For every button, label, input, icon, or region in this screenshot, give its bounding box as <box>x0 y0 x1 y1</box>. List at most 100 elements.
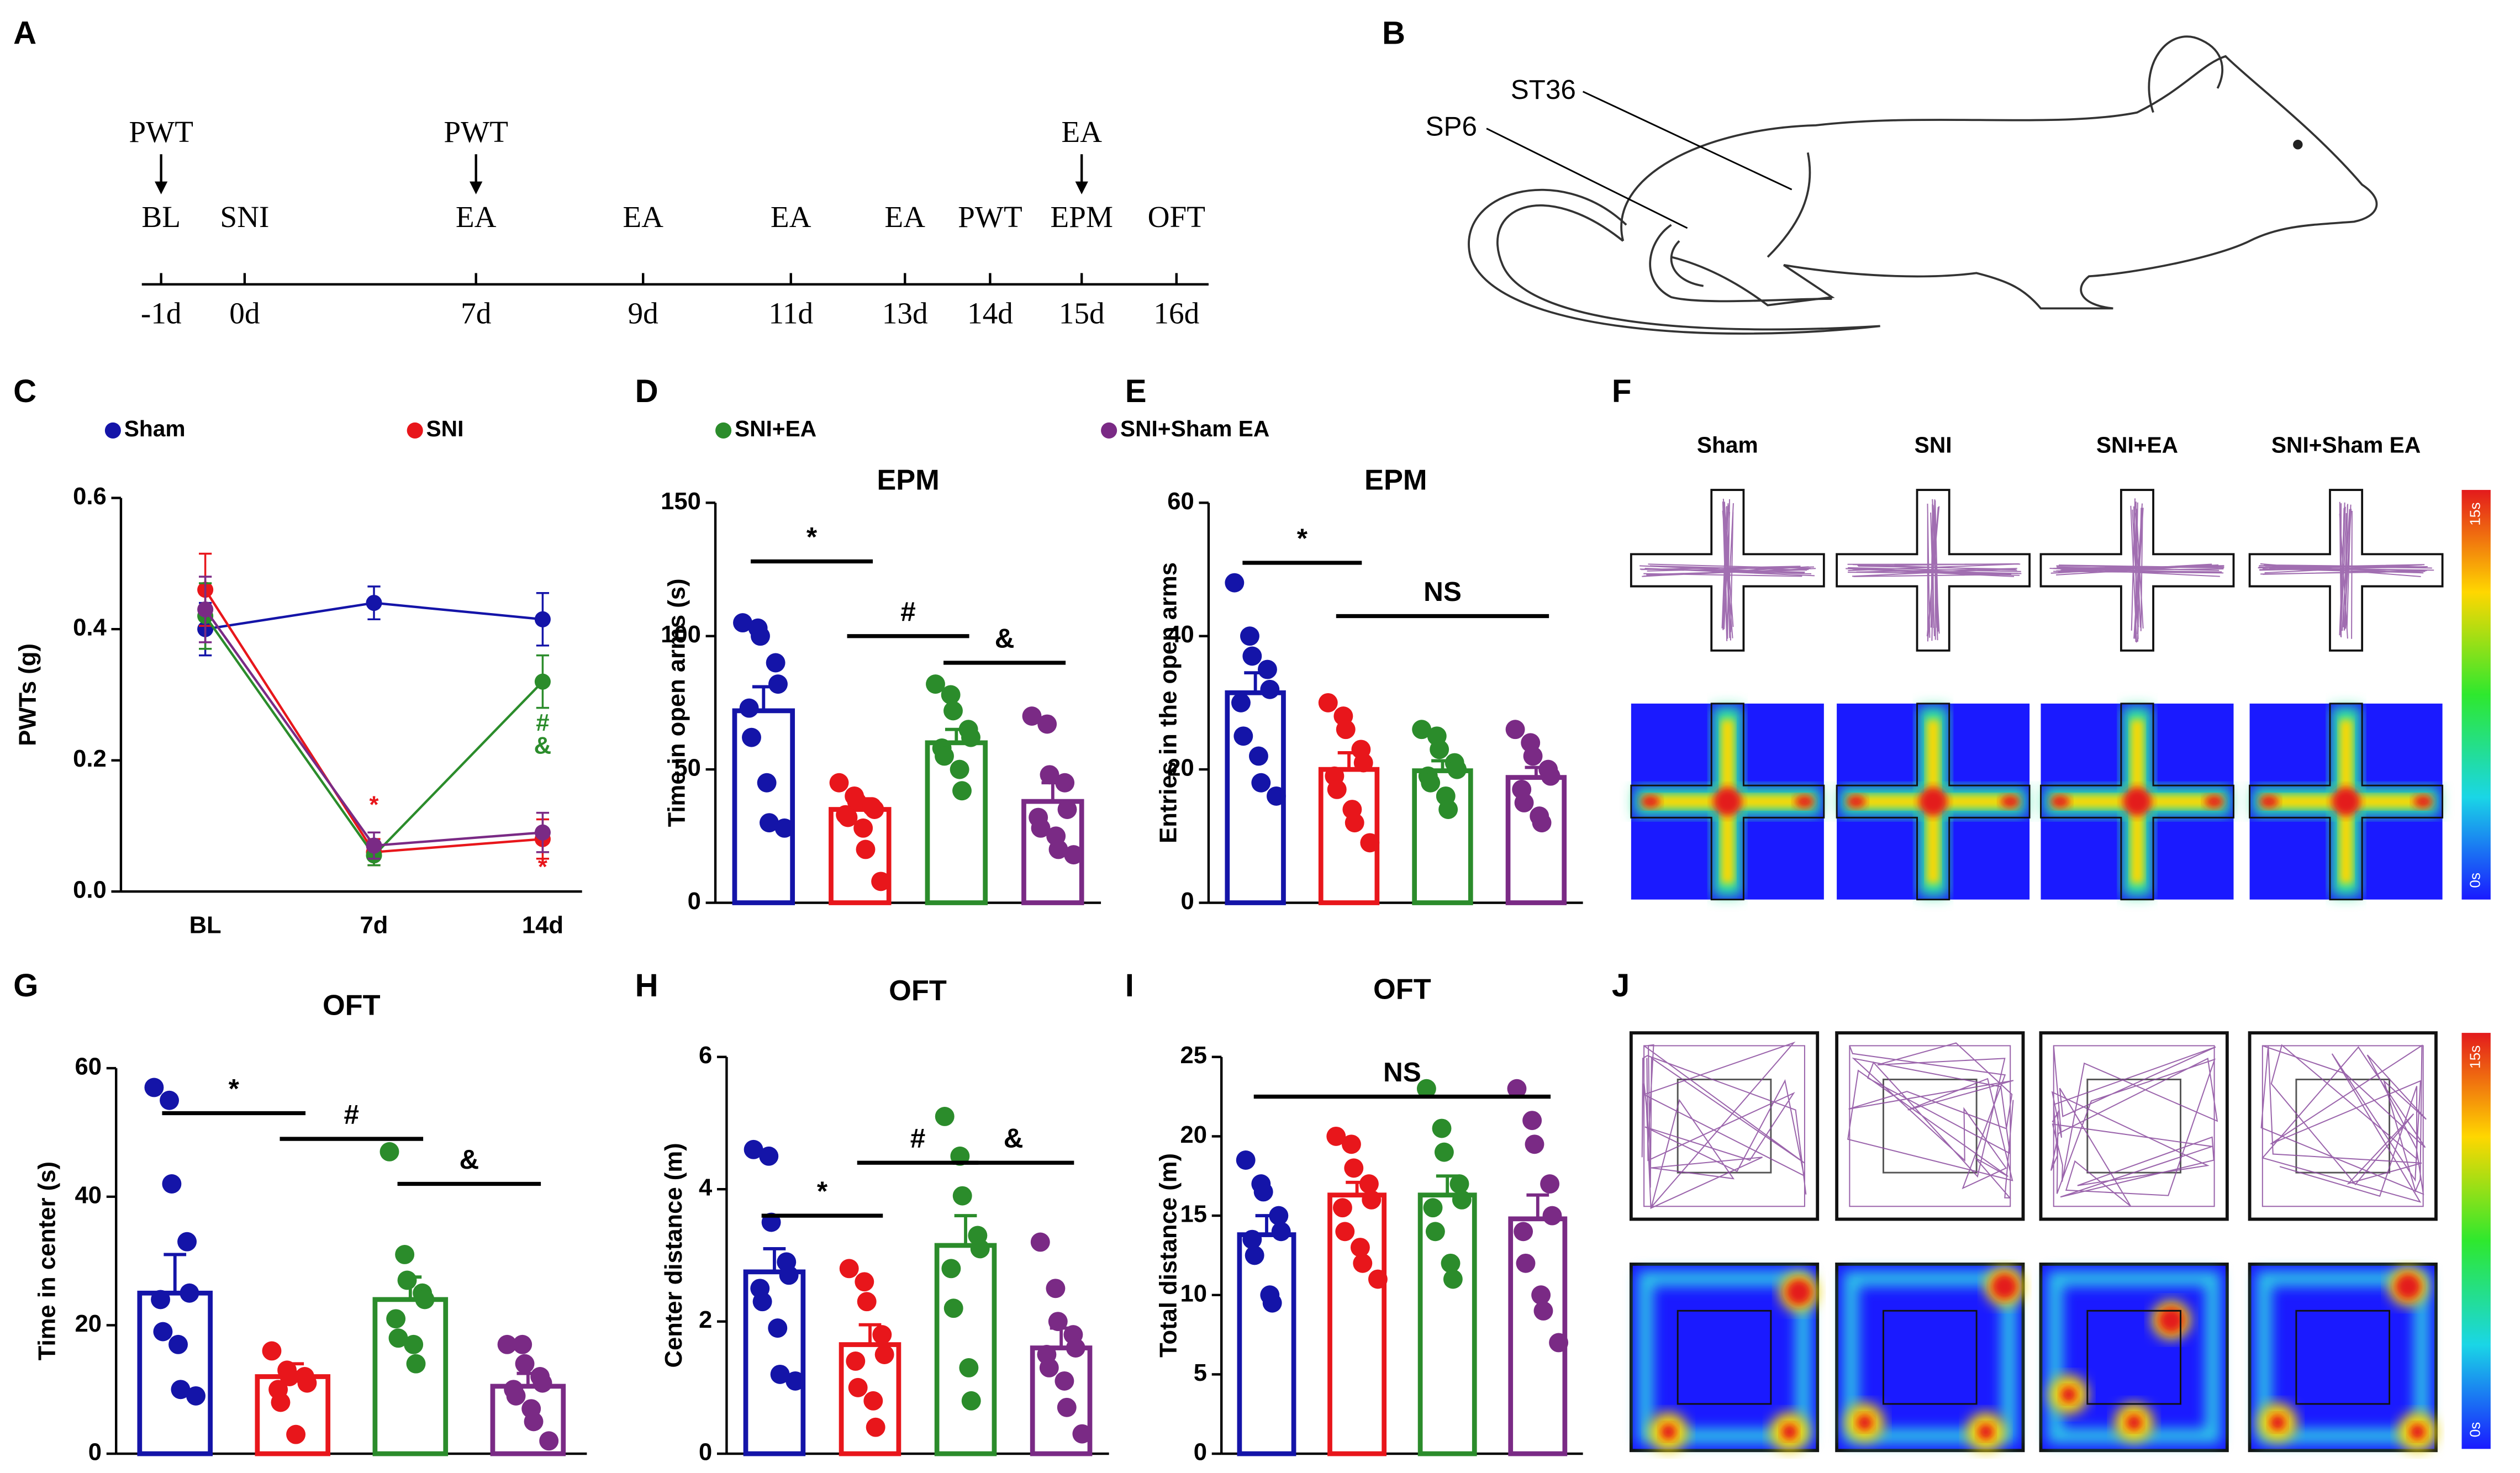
heatmap-hot <box>2158 1307 2184 1333</box>
data-point <box>1057 1397 1077 1417</box>
heatmap-ring <box>1638 1271 1811 1444</box>
annotation: & <box>534 732 552 759</box>
mouse-tail <box>1468 188 1880 335</box>
data-point <box>1055 1371 1074 1391</box>
chart-title: OFT <box>1373 973 1431 1005</box>
data-point <box>177 1232 197 1252</box>
legend-label: SNI+Sham EA <box>1120 416 1269 441</box>
group-label: SNI <box>1915 432 1952 457</box>
mouse-belly <box>1767 152 1811 258</box>
arena-center <box>2295 1078 2391 1174</box>
acupoint-leader <box>1582 91 1793 191</box>
chart-title: EPM <box>877 464 939 496</box>
data-point <box>1242 1229 1262 1249</box>
data-point <box>961 727 980 747</box>
heatmap-hot <box>2331 787 2361 816</box>
data-point <box>768 674 788 694</box>
data-point <box>1514 1222 1533 1242</box>
x-tick-label: 14d <box>522 912 563 939</box>
legend-swatch <box>104 422 121 439</box>
data-point <box>856 840 876 859</box>
data-point <box>943 1298 963 1318</box>
timeline-arrowhead <box>470 181 483 194</box>
data-point <box>1266 786 1286 806</box>
error-bar <box>164 1253 187 1294</box>
acupoint-label: ST36 <box>1511 75 1576 105</box>
data-point <box>1249 746 1268 766</box>
y-tick-label: 0 <box>699 1439 712 1466</box>
data-point <box>1040 765 1059 785</box>
heatmap-hot <box>2395 1274 2421 1300</box>
legend-label: Sham <box>124 416 186 441</box>
heatmap-hot <box>1978 1424 1994 1440</box>
data-point <box>839 1259 859 1279</box>
data-point <box>153 1322 173 1342</box>
data-point <box>1443 1269 1463 1289</box>
data-point <box>171 1380 191 1400</box>
data-point <box>1412 720 1432 740</box>
data-point <box>1064 845 1084 865</box>
data-point <box>1233 726 1253 746</box>
heatmap-center <box>1677 1310 1772 1405</box>
timeline-day: -1d <box>141 297 182 330</box>
panel-label: A <box>13 15 36 51</box>
data-point <box>280 1367 299 1386</box>
timeline-day: 16d <box>1153 297 1199 330</box>
data-point <box>1452 1190 1472 1210</box>
y-tick-label: 20 <box>1180 1122 1208 1148</box>
heatmap-hot <box>1641 795 1660 808</box>
heatmap-ring <box>2257 1271 2429 1444</box>
data-point <box>872 1325 892 1345</box>
heatmap-maze-outline <box>2040 703 2234 901</box>
heatmap-maze-outline <box>1836 703 2031 901</box>
y-tick-label: 0.6 <box>73 483 107 510</box>
heatmap-center <box>2295 1310 2391 1405</box>
data-point <box>1438 800 1458 819</box>
data-point <box>1258 659 1277 679</box>
significance-label: * <box>817 1176 828 1206</box>
data-point <box>1269 1206 1289 1226</box>
data-point <box>1368 1269 1388 1289</box>
y-axis-label: Time in open arms (s) <box>664 578 690 827</box>
data-point <box>766 653 785 673</box>
data-point <box>1447 759 1467 779</box>
y-axis-label: PWTs (g) <box>15 643 41 746</box>
trajectory <box>2049 498 2224 643</box>
data-point <box>286 1424 306 1444</box>
data-point <box>1434 1142 1454 1162</box>
data-point <box>1344 1158 1364 1178</box>
data-point <box>1353 1253 1373 1273</box>
timeline-event: OFT <box>1148 200 1205 234</box>
chart-title: EPM <box>1364 464 1427 496</box>
y-tick-label: 0.0 <box>73 877 107 904</box>
significance-label: & <box>1004 1123 1024 1154</box>
data-point <box>829 773 849 793</box>
data-point <box>524 1412 544 1432</box>
data-point <box>1522 1111 1542 1131</box>
data-point <box>847 791 867 811</box>
acupoint-label: SP6 <box>1426 112 1477 142</box>
trajectory <box>1641 1041 1807 1209</box>
data-point <box>1335 1222 1355 1242</box>
data-point <box>1022 706 1042 726</box>
significance-label: & <box>459 1144 479 1175</box>
heatmap-hot <box>1795 795 1815 808</box>
heatmap-hot <box>1660 1424 1677 1440</box>
legend-swatch <box>715 422 732 439</box>
bar <box>1237 1232 1296 1456</box>
panel-label: C <box>13 373 36 409</box>
data-point <box>1240 626 1259 646</box>
data-point <box>513 1334 533 1354</box>
data-point <box>1245 1245 1264 1265</box>
error-bar <box>763 1247 786 1272</box>
bar <box>372 1297 449 1456</box>
timeline-top: EA <box>1061 115 1102 149</box>
heatmap-hot <box>1918 787 1948 816</box>
group-label: SNI+EA <box>2096 432 2178 457</box>
data-point <box>751 626 770 646</box>
heatmap-hot <box>1781 1424 1798 1440</box>
colorbar <box>2461 490 2491 900</box>
trajectory <box>1847 1042 2014 1207</box>
data-point <box>180 1283 199 1303</box>
timeline-day: 14d <box>967 297 1013 330</box>
